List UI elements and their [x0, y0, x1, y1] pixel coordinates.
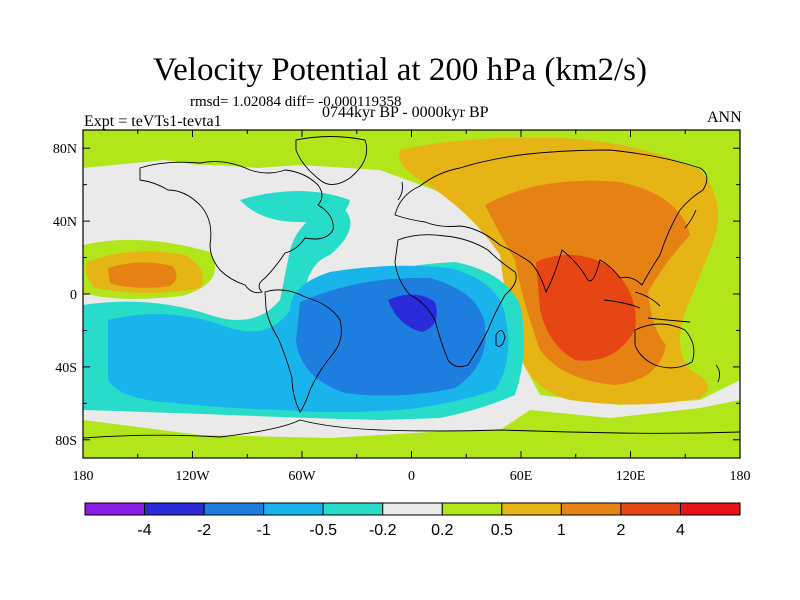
coast-madagascar	[495, 330, 506, 347]
field-blue	[296, 277, 486, 396]
coast-australia	[634, 323, 695, 369]
coast-antarctica	[83, 419, 740, 439]
lon-tick-label: 0	[408, 469, 415, 484]
coast-uk	[397, 181, 403, 201]
coast-eurasia	[394, 149, 708, 294]
colorbar-label: -0.5	[309, 522, 337, 539]
lon-tick-label: 60W	[288, 469, 316, 484]
colorbar-swatch	[441, 502, 503, 516]
lat-tick-label: 0	[70, 288, 77, 303]
colorbar-swatch	[263, 502, 324, 516]
colorbar-swatch	[560, 502, 622, 516]
coast-africa	[394, 234, 517, 368]
coast-new-zealand	[715, 364, 721, 383]
contour-fill-layer	[83, 130, 740, 458]
colorbar-label: 4	[676, 522, 685, 539]
coast-indonesia	[603, 291, 691, 323]
lon-tick-label: 120W	[175, 469, 210, 484]
coastline-layer	[83, 136, 740, 439]
field-darkorange-pacific	[108, 262, 177, 288]
experiment-label: Expt = teVTs1-tevta1	[84, 113, 222, 130]
coast-south-america	[264, 289, 342, 413]
colorbar-swatch	[501, 502, 562, 516]
colorbar-swatch	[382, 502, 443, 516]
lat-tick-label: 40S	[55, 361, 77, 376]
lon-tick-label: 180	[73, 469, 94, 484]
coast-north-america	[139, 161, 334, 294]
colorbar-label: -4	[137, 522, 151, 539]
colorbar-label: 1	[557, 522, 566, 539]
colorbar-label: -0.2	[369, 522, 397, 539]
field-redorange-core	[536, 254, 636, 361]
colorbar-swatch	[203, 502, 265, 516]
colorbar: -4 -2 -1 -0.5 -0.2 0.2 0.5 1 2 4	[84, 502, 741, 539]
coast-japan	[684, 209, 697, 229]
plot-title: Velocity Potential at 200 hPa (km2/s)	[152, 52, 648, 88]
colorbar-swatch	[679, 502, 741, 516]
colorbar-label: 2	[616, 522, 625, 539]
stats-text: rmsd= 1.02084 diff= -0.000119358	[190, 94, 402, 110]
colorbar-label: 0.5	[491, 522, 513, 539]
lat-tick-label: 80S	[55, 434, 77, 449]
field-cyan-arctic	[240, 191, 350, 223]
axis-ticks	[82, 130, 741, 458]
colorbar-label: 0.2	[431, 522, 453, 539]
lon-tick-label: 180	[730, 469, 751, 484]
lat-tick-label: 40N	[53, 215, 77, 230]
lon-tick-label: 120E	[616, 469, 646, 484]
colorbar-label: -1	[257, 522, 271, 539]
lat-tick-label: 80N	[53, 142, 77, 157]
colorbar-swatch	[322, 502, 384, 516]
axis-tick-labels: 180 120W 60W 0 60E 120E 180 80N 40N 0 40S 80S	[53, 142, 751, 484]
season-label: ANN	[707, 109, 742, 126]
colorbar-swatch	[84, 502, 146, 516]
colorbar-swatch	[144, 502, 205, 516]
coast-greenland	[295, 136, 368, 185]
colorbar-swatch	[620, 502, 681, 516]
field-darkblue-core	[388, 294, 437, 332]
period-label: 0744kyr BP - 0000kyr BP	[322, 104, 489, 121]
field-yellowgreen-south	[83, 400, 740, 458]
colorbar-label: -2	[197, 522, 211, 539]
lon-tick-label: 60E	[510, 469, 533, 484]
